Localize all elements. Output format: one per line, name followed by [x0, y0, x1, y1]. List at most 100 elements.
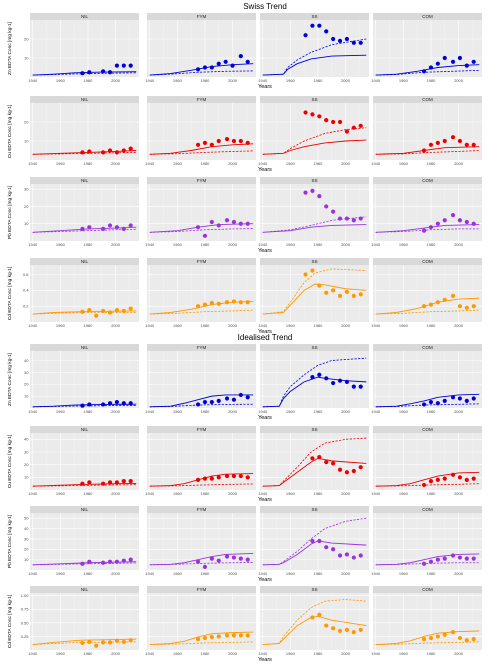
x-tick-label: 1940 — [28, 491, 38, 496]
data-point — [428, 399, 434, 405]
x-tick-label: 1960 — [56, 409, 66, 414]
x-tick-label: 1960 — [173, 323, 183, 328]
panel-ss: SS 1940 1960 1980 2000 — [258, 96, 369, 166]
x-tick-label: 1940 — [28, 571, 38, 576]
data-point — [80, 640, 85, 646]
facet-strip — [30, 586, 139, 593]
data-point — [457, 635, 463, 641]
data-point — [245, 395, 250, 400]
data-point — [80, 226, 85, 232]
panel-com: COM 1940 1960 1980 2000 — [371, 13, 482, 83]
x-tick-label: 1980 — [313, 242, 323, 247]
data-point — [317, 612, 322, 617]
facet-strip — [260, 586, 369, 593]
y-tick-label: 0.75 — [21, 607, 30, 612]
panel-com: COM 1940 1960 1980 2000 — [371, 344, 482, 414]
facet-strip — [373, 96, 482, 103]
x-tick-label: 1960 — [56, 571, 66, 576]
x-tick-label: 1960 — [173, 491, 183, 496]
data-point — [107, 148, 113, 153]
x-tick-label: 1960 — [399, 78, 409, 83]
x-tick-label: 2000 — [341, 78, 351, 83]
x-tick-label: 1960 — [286, 571, 296, 576]
panel-background — [260, 593, 369, 650]
data-point — [421, 482, 427, 488]
data-point — [128, 306, 133, 311]
data-point — [337, 553, 343, 558]
data-point — [121, 401, 126, 406]
data-point — [128, 401, 133, 406]
panel-background — [373, 593, 482, 650]
x-tick-label: 1960 — [399, 491, 409, 496]
data-point — [245, 633, 250, 638]
facet-label: SS — [311, 427, 317, 432]
data-point — [324, 290, 329, 295]
facet-label: NIL — [81, 97, 89, 102]
data-point — [128, 146, 133, 151]
panel-fym: FYM 1940 1960 1980 2000 — [145, 258, 256, 328]
y-tick-label: 30 — [24, 370, 29, 375]
x-tick-label: 1940 — [145, 571, 155, 576]
y-axis-label: Cu EDTA Conc [mg kg-1] — [7, 105, 13, 159]
panel-background — [147, 103, 256, 160]
data-point — [101, 640, 106, 645]
data-point — [238, 54, 243, 59]
data-point — [231, 633, 237, 638]
facet-strip — [30, 177, 139, 184]
x-tick-label: 1960 — [173, 78, 183, 83]
y-tick-label: 10 — [24, 221, 29, 226]
section-title-swiss-trend: Swiss Trend — [243, 2, 287, 11]
data-point — [195, 225, 201, 230]
data-point — [435, 300, 440, 305]
panel-ss: SS 1940 1960 1980 2000 — [258, 426, 369, 496]
data-point — [202, 140, 208, 145]
x-tick-label: 2000 — [228, 242, 238, 247]
data-point — [428, 142, 434, 147]
data-point — [230, 63, 235, 68]
panel-background — [30, 20, 139, 77]
facet-strip — [30, 426, 139, 433]
panel-background — [147, 593, 256, 650]
data-point — [442, 476, 447, 481]
facet-label: COM — [422, 345, 433, 350]
x-tick-label: 1940 — [28, 161, 38, 166]
data-point — [202, 233, 208, 238]
facet-strip — [147, 344, 256, 351]
facet-label: COM — [422, 97, 433, 102]
data-point — [231, 138, 237, 144]
data-point — [358, 465, 363, 470]
x-tick-label: 1960 — [56, 242, 66, 247]
data-point — [209, 300, 214, 306]
y-tick-label: 30 — [24, 536, 29, 541]
data-point — [238, 300, 243, 305]
x-tick-label: 1940 — [258, 323, 268, 328]
y-tick-label: 20 — [24, 382, 29, 387]
x-tick-label: 1980 — [83, 161, 93, 166]
x-tick-label: 1980 — [200, 571, 210, 576]
facet-label: NIL — [81, 345, 89, 350]
dashed-series-line — [262, 216, 367, 233]
x-tick-label: 1980 — [83, 491, 93, 496]
x-tick-label: 1980 — [313, 571, 323, 576]
x-tick-label: 1960 — [286, 78, 296, 83]
x-tick-label: 2000 — [341, 242, 351, 247]
data-point — [428, 479, 434, 484]
x-tick-label: 1940 — [145, 78, 155, 83]
dashed-series-line — [375, 309, 480, 315]
data-point — [442, 55, 447, 61]
data-point — [344, 129, 350, 134]
data-point — [421, 637, 427, 642]
data-point — [471, 59, 476, 64]
data-point — [224, 300, 230, 305]
data-point — [457, 55, 463, 61]
x-tick-label: 1980 — [426, 409, 436, 414]
facet-strip — [147, 586, 256, 593]
solid-series-line — [262, 457, 367, 487]
solid-series-line — [375, 224, 480, 233]
data-point — [464, 398, 469, 403]
facet-strip — [260, 506, 369, 513]
solid-series-line — [149, 394, 254, 408]
solid-series-line — [375, 471, 480, 487]
x-tick-label: 1960 — [286, 323, 296, 328]
data-point — [324, 460, 329, 465]
